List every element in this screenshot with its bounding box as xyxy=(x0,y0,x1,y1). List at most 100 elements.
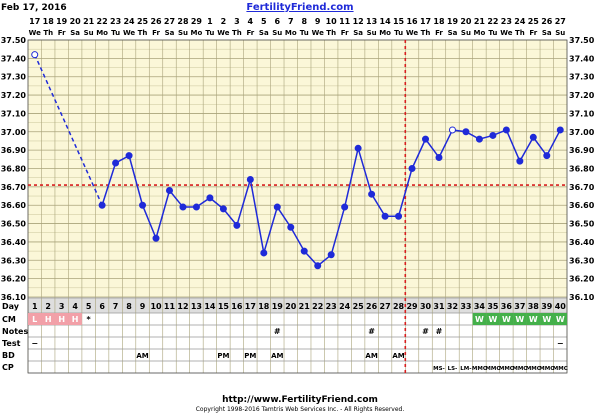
weekday-label: Su xyxy=(555,29,565,37)
temp-point[interactable] xyxy=(219,205,227,213)
temp-point[interactable] xyxy=(556,126,564,134)
temp-point[interactable] xyxy=(206,194,214,202)
temp-point[interactable] xyxy=(475,135,483,143)
note-mark[interactable]: # xyxy=(274,327,281,336)
cycle-day-label: 14 xyxy=(204,302,216,311)
period-mark: L xyxy=(32,315,37,324)
cycle-day-label: 20 xyxy=(285,302,297,311)
cm-mark: W xyxy=(475,315,484,324)
row-label: CP xyxy=(2,363,14,372)
note-mark[interactable]: # xyxy=(422,327,429,336)
cycle-day-label: 32 xyxy=(447,302,458,311)
temp-point[interactable] xyxy=(260,249,268,257)
temp-point[interactable] xyxy=(327,251,335,259)
temp-point[interactable] xyxy=(273,203,281,211)
date-label: 22 xyxy=(97,17,108,26)
cycle-day-label: 18 xyxy=(258,302,270,311)
temp-point[interactable] xyxy=(165,187,173,195)
temp-point[interactable] xyxy=(529,133,537,141)
temp-point[interactable] xyxy=(368,190,376,198)
weekday-label: Sa xyxy=(542,29,552,37)
date-label: 9 xyxy=(315,17,321,26)
cycle-day-label: 24 xyxy=(339,302,351,311)
y-tick-left: 36.60 xyxy=(1,201,27,210)
weekday-label: Th xyxy=(421,29,431,37)
weekday-label: Tu xyxy=(488,29,497,37)
temp-point[interactable] xyxy=(192,203,200,211)
date-label: 6 xyxy=(274,17,280,26)
temp-point[interactable] xyxy=(233,221,241,229)
weekday-label: Su xyxy=(178,29,188,37)
temp-point[interactable] xyxy=(543,152,551,160)
temp-point[interactable] xyxy=(502,126,510,134)
y-tick-left: 37.00 xyxy=(1,128,27,137)
period-mark: H xyxy=(58,315,65,324)
cycle-day-label: 40 xyxy=(555,302,567,311)
weekday-label: Mo xyxy=(96,29,108,37)
cycle-day-label: 28 xyxy=(393,302,405,311)
date-label: 18 xyxy=(43,17,55,26)
y-tick-left: 37.10 xyxy=(1,109,27,118)
row-label: CM xyxy=(2,315,16,324)
cycle-day-label: 21 xyxy=(299,302,311,311)
temp-point[interactable] xyxy=(408,165,416,172)
temp-point[interactable] xyxy=(246,176,254,184)
temp-point[interactable] xyxy=(31,51,39,59)
temp-point[interactable] xyxy=(462,128,470,136)
cp-mark: MMC xyxy=(485,366,500,372)
cp-mark: LS- xyxy=(448,366,458,372)
date-label: 17 xyxy=(29,17,40,26)
site-link[interactable]: FertilityFriend.com xyxy=(246,2,353,13)
row-label: Test xyxy=(2,339,21,348)
weekday-label: Sa xyxy=(165,29,175,37)
date-label: 27 xyxy=(164,17,175,26)
y-tick-left: 36.50 xyxy=(1,220,27,229)
temp-point[interactable] xyxy=(300,247,308,255)
row-label: BD xyxy=(2,351,15,360)
temp-point[interactable] xyxy=(98,201,106,209)
temp-point[interactable] xyxy=(314,262,322,270)
cm-cell xyxy=(486,313,500,325)
footer-copyright: Copyright 1998-2016 Tamtris Web Services… xyxy=(196,406,405,413)
cm-cell xyxy=(499,313,514,325)
temp-point[interactable] xyxy=(179,203,187,211)
weekday-label: Th xyxy=(326,29,336,37)
date-label: 19 xyxy=(447,17,459,26)
footer-url[interactable]: http://www.FertilityFriend.com xyxy=(222,395,378,405)
temp-point[interactable] xyxy=(125,152,133,160)
temp-point[interactable] xyxy=(422,135,430,143)
cm-cell xyxy=(540,313,554,325)
y-tick-left: 36.70 xyxy=(1,183,27,192)
y-tick-right: 36.70 xyxy=(569,183,595,192)
note-mark[interactable]: # xyxy=(368,327,375,336)
note-mark[interactable]: # xyxy=(436,327,443,336)
cycle-day-label: 39 xyxy=(541,302,553,311)
date-label: 13 xyxy=(366,17,377,26)
cycle-day-label: 1 xyxy=(32,302,38,311)
temp-point[interactable] xyxy=(112,159,120,167)
y-tick-right: 36.80 xyxy=(569,165,595,174)
temp-point[interactable] xyxy=(516,157,524,165)
cm-mark: W xyxy=(488,315,497,324)
temp-point[interactable] xyxy=(448,126,456,134)
date-label: 1 xyxy=(207,17,213,26)
temp-point[interactable] xyxy=(381,212,389,220)
temp-point[interactable] xyxy=(139,201,147,209)
weekday-label: Mo xyxy=(285,29,297,37)
temp-point[interactable] xyxy=(395,212,403,220)
cycle-day-label: 35 xyxy=(487,302,499,311)
temp-point[interactable] xyxy=(489,131,497,139)
date-label: 18 xyxy=(433,17,445,26)
weekday-label: Tu xyxy=(111,29,120,37)
temp-point[interactable] xyxy=(435,153,443,161)
date-label: 24 xyxy=(514,17,526,26)
y-tick-left: 36.90 xyxy=(1,146,27,155)
temp-point[interactable] xyxy=(152,234,160,242)
cycle-day-label: 34 xyxy=(474,302,486,311)
weekday-label: We xyxy=(217,29,229,37)
temp-point[interactable] xyxy=(354,144,362,152)
temp-point[interactable] xyxy=(287,223,295,231)
cp-mark: MMC xyxy=(553,366,568,372)
temp-point[interactable] xyxy=(341,203,349,211)
